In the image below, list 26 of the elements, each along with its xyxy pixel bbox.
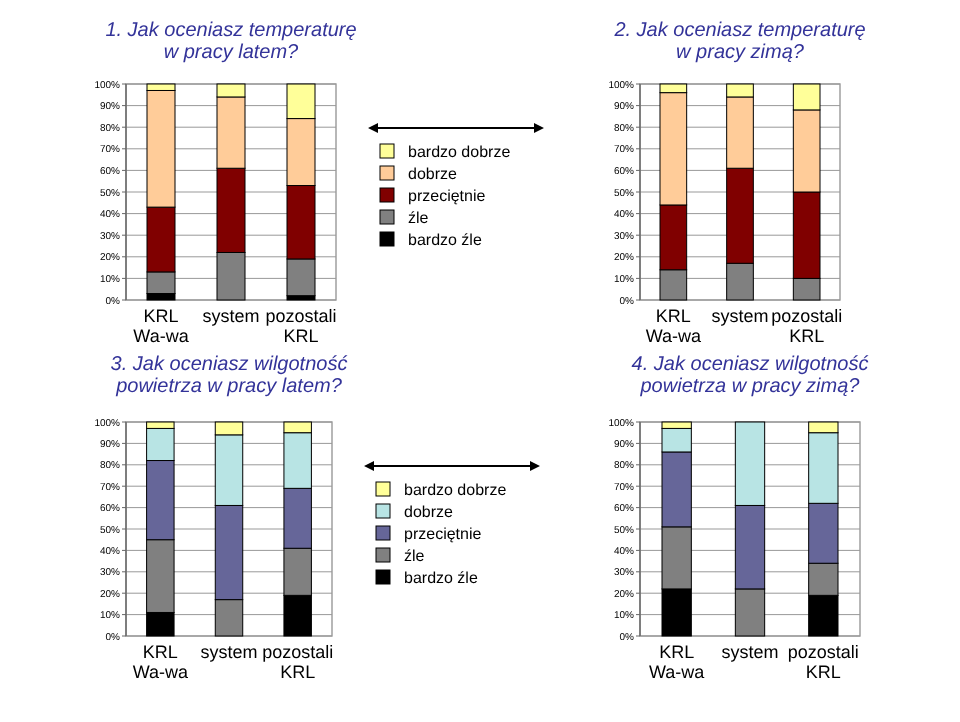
- x-tick-label: KRL Wa-wa: [132, 642, 189, 682]
- legend-label: źle: [408, 208, 430, 227]
- legend-label: bardzo źle: [404, 568, 479, 587]
- chart-title: 4. Jak oceniasz wilgotność powietrza w pracy zimą?: [631, 354, 869, 398]
- legend-label: dobrze: [408, 164, 459, 183]
- x-tick-label: system: [200, 642, 258, 662]
- legend-label: przeciętnie: [408, 186, 487, 205]
- legend-label: bardzo dobrze: [408, 142, 512, 161]
- x-tick-label: system: [711, 306, 769, 326]
- legend-label: bardzo źle: [408, 230, 483, 249]
- x-tick-label: system: [721, 642, 779, 662]
- legend-label: przeciętnie: [404, 524, 483, 543]
- x-tick-label: KRL Wa-wa: [133, 306, 189, 346]
- x-tick-label: pozostali KRL: [262, 642, 334, 682]
- x-tick-label: KRL Wa-wa: [645, 306, 702, 346]
- chart-title: 1. Jak oceniasz temperaturę w pracy latem?: [105, 20, 358, 64]
- chart-title: 3. Jak oceniasz wilgotność powietrza w pracy latem?: [110, 354, 348, 398]
- x-tick-label: pozostali KRL: [265, 306, 337, 346]
- chart-title: 2. Jak oceniasz temperaturę w pracy zimą?: [612, 20, 867, 64]
- legend-label: bardzo dobrze: [404, 480, 508, 499]
- legend-label: źle: [404, 546, 426, 565]
- x-tick-label: KRL Wa-wa: [648, 642, 705, 682]
- legend-label: dobrze: [404, 502, 455, 521]
- x-tick-label: pozostali KRL: [787, 642, 859, 682]
- x-tick-label: pozostali KRL: [771, 306, 843, 346]
- x-tick-label: system: [202, 306, 260, 326]
